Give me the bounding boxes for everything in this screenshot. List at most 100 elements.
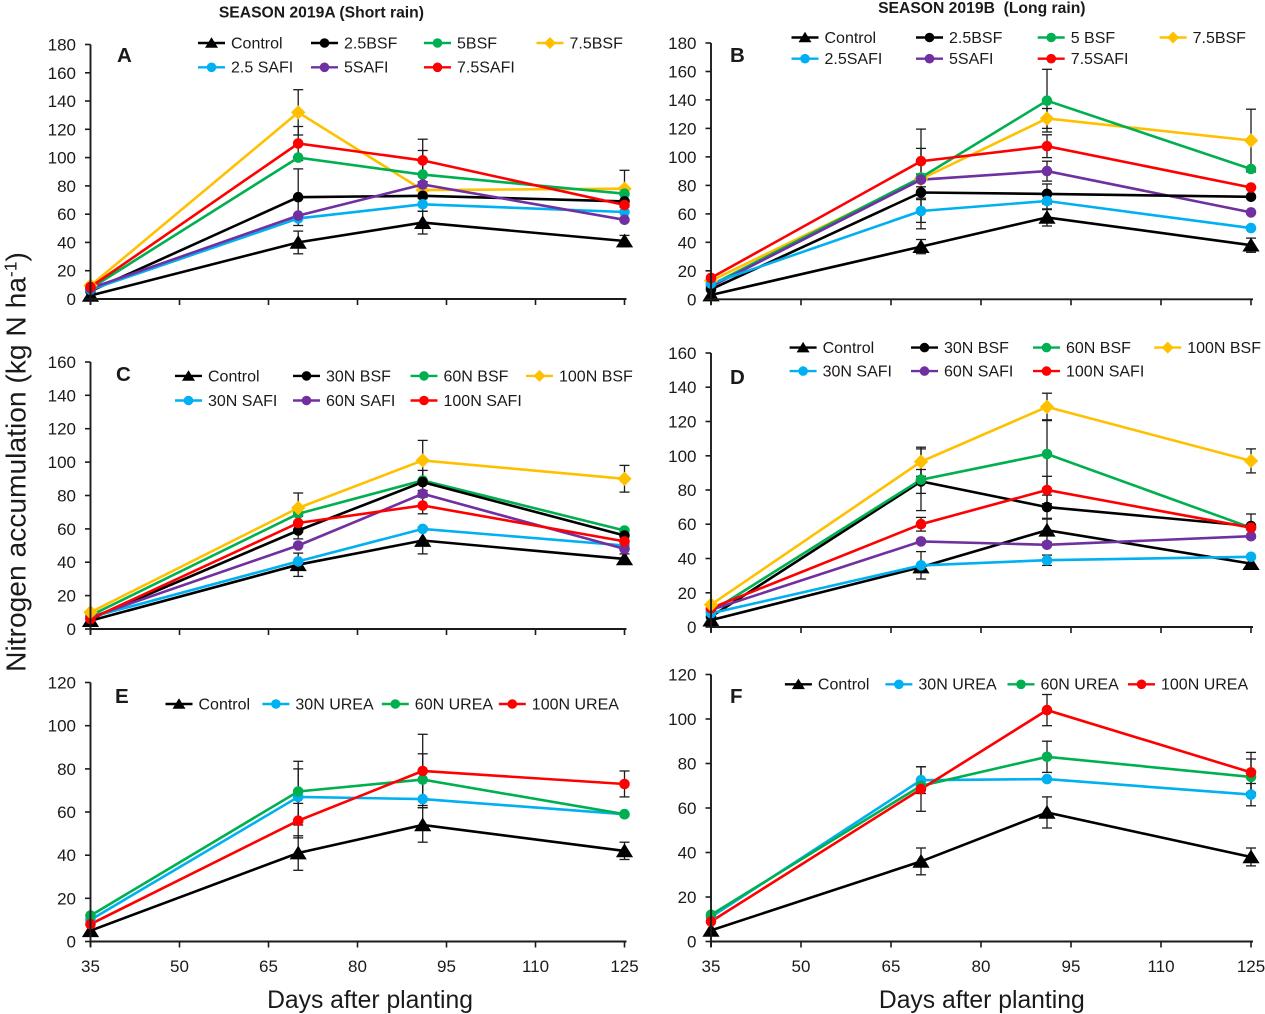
svg-text:5SAFI: 5SAFI: [949, 51, 993, 68]
svg-text:100N UREA: 100N UREA: [532, 696, 619, 713]
svg-text:0: 0: [687, 290, 696, 309]
svg-text:35: 35: [702, 957, 721, 976]
svg-text:2.5BSF: 2.5BSF: [344, 35, 398, 52]
svg-text:60: 60: [678, 205, 697, 224]
svg-text:Control: Control: [818, 677, 870, 694]
svg-text:120: 120: [48, 420, 76, 439]
svg-text:30N UREA: 30N UREA: [295, 696, 374, 713]
svg-text:35: 35: [81, 957, 100, 976]
svg-text:Control: Control: [208, 368, 260, 385]
svg-text:D: D: [730, 366, 745, 389]
svg-text:100: 100: [668, 710, 696, 729]
svg-text:SEASON 2019B (Long rain): SEASON 2019B (Long rain): [878, 0, 1085, 17]
svg-text:65: 65: [882, 957, 901, 976]
svg-text:F: F: [730, 685, 743, 708]
svg-text:7.5SAFI: 7.5SAFI: [1071, 51, 1129, 68]
svg-text:Control: Control: [231, 35, 283, 52]
svg-text:120: 120: [668, 119, 696, 138]
svg-text:100N SAFI: 100N SAFI: [1066, 364, 1144, 381]
svg-text:C: C: [116, 363, 131, 386]
svg-text:7.5BSF: 7.5BSF: [570, 35, 624, 52]
svg-text:60N SAFI: 60N SAFI: [326, 393, 395, 410]
svg-text:2.5BSF: 2.5BSF: [949, 30, 1003, 47]
svg-text:Control: Control: [199, 696, 251, 713]
svg-text:60N UREA: 60N UREA: [1041, 677, 1120, 694]
svg-text:80: 80: [57, 760, 76, 779]
svg-text:20: 20: [678, 262, 697, 281]
svg-text:7.5SAFI: 7.5SAFI: [457, 60, 515, 77]
svg-text:60N BSF: 60N BSF: [1066, 340, 1131, 357]
svg-text:60N BSF: 60N BSF: [444, 368, 509, 385]
svg-text:7.5BSF: 7.5BSF: [1193, 30, 1247, 47]
svg-text:0: 0: [67, 620, 76, 639]
svg-text:180: 180: [668, 34, 696, 53]
svg-text:50: 50: [170, 957, 189, 976]
svg-text:2.5SAFI: 2.5SAFI: [825, 51, 883, 68]
svg-text:100N BSF: 100N BSF: [559, 368, 633, 385]
svg-text:40: 40: [57, 233, 76, 252]
svg-text:60: 60: [678, 515, 697, 534]
svg-text:120: 120: [668, 413, 696, 432]
svg-text:0: 0: [687, 618, 696, 637]
svg-text:5SAFI: 5SAFI: [344, 60, 388, 77]
svg-text:60: 60: [678, 799, 697, 818]
svg-text:110: 110: [522, 957, 549, 976]
svg-text:80: 80: [57, 177, 76, 196]
svg-text:140: 140: [48, 92, 76, 111]
svg-text:Nitrogen accumulation (kg N ha: Nitrogen accumulation (kg N ha-1): [0, 252, 32, 672]
svg-text:30N BSF: 30N BSF: [326, 368, 391, 385]
svg-text:Control: Control: [825, 30, 877, 47]
svg-text:100: 100: [48, 149, 76, 168]
svg-text:Control: Control: [823, 340, 875, 357]
svg-text:140: 140: [668, 91, 696, 110]
svg-text:30N SAFI: 30N SAFI: [823, 364, 892, 381]
svg-text:160: 160: [668, 344, 696, 363]
svg-text:Days after planting: Days after planting: [267, 987, 473, 1014]
svg-text:160: 160: [668, 63, 696, 82]
svg-text:30N UREA: 30N UREA: [918, 677, 997, 694]
svg-text:60N SAFI: 60N SAFI: [944, 364, 1013, 381]
svg-text:65: 65: [259, 957, 278, 976]
svg-text:50: 50: [792, 957, 811, 976]
svg-text:110: 110: [1147, 957, 1174, 976]
svg-text:2.5 SAFI: 2.5 SAFI: [231, 60, 293, 77]
svg-text:80: 80: [348, 957, 367, 976]
svg-text:40: 40: [678, 844, 697, 863]
svg-text:120: 120: [668, 666, 696, 685]
svg-text:60: 60: [57, 520, 76, 539]
svg-text:20: 20: [678, 584, 697, 603]
svg-text:100N UREA: 100N UREA: [1161, 677, 1248, 694]
svg-text:E: E: [115, 685, 129, 708]
svg-text:20: 20: [57, 587, 76, 606]
svg-text:140: 140: [668, 378, 696, 397]
svg-text:80: 80: [57, 487, 76, 506]
svg-text:100: 100: [48, 717, 76, 736]
svg-text:30N BSF: 30N BSF: [944, 340, 1009, 357]
svg-text:5 BSF: 5 BSF: [1071, 30, 1116, 47]
svg-text:20: 20: [57, 262, 76, 281]
svg-text:80: 80: [678, 755, 697, 774]
svg-text:80: 80: [678, 176, 697, 195]
svg-text:160: 160: [48, 64, 76, 83]
svg-text:100N SAFI: 100N SAFI: [444, 393, 522, 410]
svg-text:SEASON 2019A (Short rain): SEASON 2019A (Short rain): [219, 5, 424, 22]
svg-text:20: 20: [678, 888, 697, 907]
svg-text:Days after planting: Days after planting: [879, 987, 1085, 1014]
svg-text:A: A: [117, 44, 132, 67]
svg-text:140: 140: [48, 386, 76, 405]
svg-text:40: 40: [57, 553, 76, 572]
svg-text:40: 40: [57, 846, 76, 865]
svg-text:80: 80: [678, 481, 697, 500]
svg-text:60: 60: [57, 205, 76, 224]
svg-text:95: 95: [437, 957, 456, 976]
svg-text:60: 60: [57, 803, 76, 822]
svg-text:0: 0: [687, 933, 696, 952]
svg-text:60N UREA: 60N UREA: [415, 696, 494, 713]
svg-text:100N BSF: 100N BSF: [1187, 340, 1261, 357]
svg-text:20: 20: [57, 889, 76, 908]
svg-text:120: 120: [48, 674, 76, 693]
svg-text:100: 100: [668, 148, 696, 167]
svg-text:80: 80: [972, 957, 991, 976]
svg-text:100: 100: [48, 453, 76, 472]
svg-text:120: 120: [48, 120, 76, 139]
